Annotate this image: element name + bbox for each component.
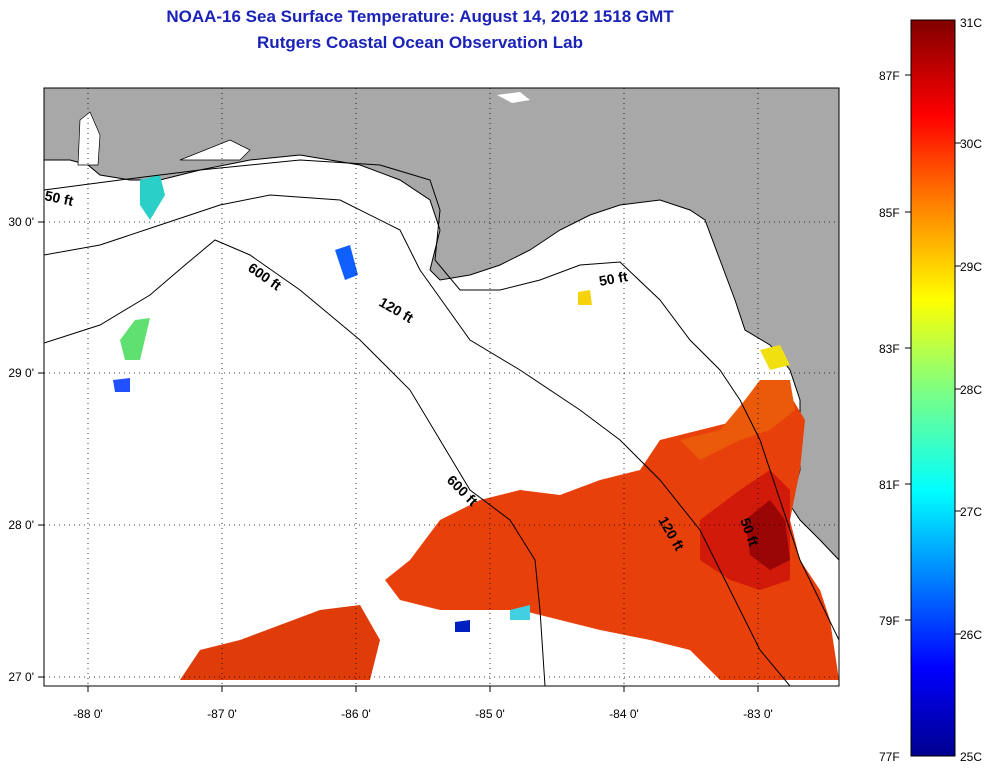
colorbar-label-fahrenheit: 83F: [879, 342, 900, 356]
sst-patch-cool: [510, 605, 530, 620]
lon-tick-label: -87 0': [207, 707, 237, 721]
map-subtitle: Rutgers Coastal Ocean Observation Lab: [257, 33, 583, 52]
sst-patch-yellow: [760, 345, 790, 370]
map-title: NOAA-16 Sea Surface Temperature: August …: [166, 7, 674, 26]
colorbar-label-fahrenheit: 87F: [879, 69, 900, 83]
bay-outline: [77, 111, 101, 166]
isobath-600ft: [44, 239, 546, 686]
isobath-label: 50 ft: [598, 268, 629, 289]
colorbar-label-celsius: 26C: [960, 628, 983, 642]
colorbar-ticks: [905, 74, 961, 635]
colorbar-label-celsius: 29C: [960, 260, 983, 274]
colorbar-label-celsius: 28C: [960, 383, 983, 397]
colorbar-label-fahrenheit: 81F: [879, 478, 900, 492]
isobath-lines: [44, 159, 839, 686]
lat-tick-label: 27 0': [8, 670, 34, 684]
colorbar-label-fahrenheit: 85F: [879, 206, 900, 220]
sst-patch-hot: [745, 500, 790, 570]
lon-tick-label: -86 0': [341, 707, 371, 721]
colorbar: [910, 19, 956, 757]
colorbar-label-celsius: 27C: [960, 505, 983, 519]
sst-patch-warm: [180, 605, 380, 680]
colorbar-label-celsius: 30C: [960, 137, 983, 151]
sst-data-layer: [113, 175, 839, 680]
sst-patch-warm: [385, 395, 839, 680]
colorbar-label-celsius: 25C: [960, 750, 983, 764]
lat-tick-label: 29 0': [8, 366, 34, 380]
sst-patch-cool: [140, 175, 165, 220]
lon-tick-label: -88 0': [73, 707, 103, 721]
isobath-label: 50 ft: [43, 187, 75, 209]
colorbar-label-fahrenheit: 77F: [879, 750, 900, 764]
sst-patch-cool: [455, 620, 470, 632]
plot-frame: [43, 87, 840, 687]
sst-patch-yellow: [578, 290, 592, 305]
isobath-50ft: [44, 159, 839, 641]
sst-patch-cool: [120, 318, 150, 360]
sst-patch-warm: [680, 380, 795, 460]
lat-tick-label: 30 0': [8, 215, 34, 229]
lon-tick-label: -85 0': [475, 707, 505, 721]
colorbar-label-fahrenheit: 79F: [879, 614, 900, 628]
sst-patch-cool: [335, 245, 358, 280]
axis-ticks: [38, 221, 759, 692]
lon-tick-label: -84 0': [609, 707, 639, 721]
lon-tick-label: -83 0': [743, 707, 773, 721]
lat-tick-label: 28 0': [8, 518, 34, 532]
sst-patch-cool: [113, 378, 130, 392]
bay-outline: [179, 139, 251, 161]
island: [497, 92, 530, 103]
isobath-120ft: [44, 194, 791, 686]
colorbar-label-celsius: 31C: [960, 16, 983, 30]
